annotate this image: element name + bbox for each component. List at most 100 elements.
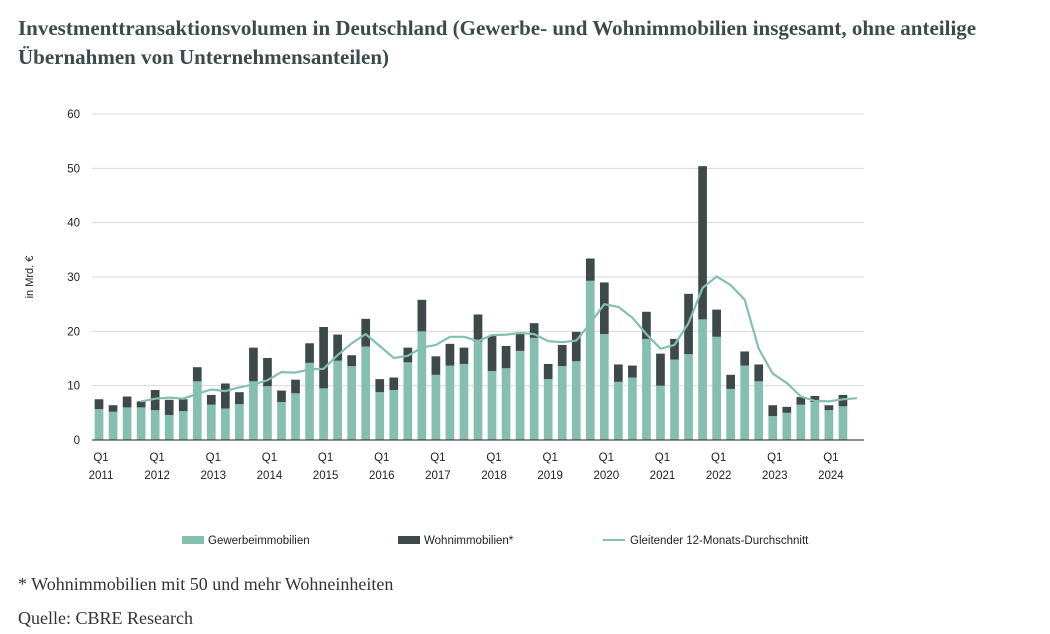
bar-gewerbeimmobilien	[178, 411, 188, 440]
x-tick-year: 2021	[650, 470, 676, 482]
x-tick-year: 2012	[144, 470, 170, 482]
moving-average-line	[140, 275, 858, 403]
bar-gewerbeimmobilien	[333, 360, 342, 440]
legend-label-moving-average: Gleitender 12-Monats-Durchschnitt	[630, 535, 809, 547]
bar-gewerbeimmobilien	[670, 359, 679, 440]
bar-wohnimmobilien	[249, 347, 258, 382]
y-tick-label: 10	[67, 381, 80, 393]
legend-label-wohnimmobilien: Wohnimmobilien*	[424, 535, 514, 547]
bar-gewerbeimmobilien	[614, 381, 623, 440]
bar-gewerbeimmobilien	[515, 350, 525, 440]
x-tick-quarter: Q1	[486, 452, 501, 464]
bar-wohnimmobilien	[431, 356, 441, 375]
legend: Gewerbeimmobilien Wohnimmobilien* Gleite…	[182, 535, 809, 547]
bar-gewerbeimmobilien	[249, 381, 258, 440]
x-tick-year: 2015	[313, 470, 339, 482]
bar-gewerbeimmobilien	[263, 386, 272, 440]
x-tick-year: 2022	[706, 470, 732, 482]
bars	[94, 166, 848, 440]
bar-gewerbeimmobilien	[319, 388, 328, 440]
x-tick-quarter: Q1	[93, 452, 108, 464]
bar-wohnimmobilien	[375, 379, 385, 393]
bar-gewerbeimmobilien	[501, 368, 511, 440]
x-tick-quarter: Q1	[823, 452, 838, 464]
bar-wohnimmobilien	[108, 405, 118, 412]
x-axis-ticks: Q1 2011 Q1 2012 Q1 2013 Q1 2014 Q1 2015 Q1 2016 Q1 20…	[89, 452, 845, 482]
bar-wohnimmobilien	[459, 347, 469, 364]
bar-gewerbeimmobilien	[599, 334, 609, 440]
bar-gewerbeimmobilien	[305, 362, 314, 440]
bar-gewerbeimmobilien	[108, 411, 118, 440]
bar-wohnimmobilien	[501, 346, 511, 369]
legend-label-gewerbeimmobilien: Gewerbeimmobilien	[208, 535, 310, 547]
bar-gewerbeimmobilien	[235, 404, 244, 440]
bar-gewerbeimmobilien	[164, 415, 174, 440]
y-axis-label: in Mrd. €	[24, 256, 36, 299]
bar-gewerbeimmobilien	[838, 406, 848, 440]
bar-wohnimmobilien	[585, 258, 595, 281]
bar-gewerbeimmobilien	[192, 381, 202, 440]
bar-gewerbeimmobilien	[431, 374, 441, 440]
bar-gewerbeimmobilien	[375, 392, 385, 440]
bar-wohnimmobilien	[712, 309, 721, 337]
bar-wohnimmobilien	[417, 299, 427, 332]
bar-gewerbeimmobilien	[557, 366, 567, 440]
bar-wohnimmobilien	[192, 367, 202, 382]
bar-gewerbeimmobilien	[220, 408, 230, 440]
bar-wohnimmobilien	[656, 353, 665, 386]
bar-gewerbeimmobilien	[473, 341, 483, 440]
bar-wohnimmobilien	[796, 397, 806, 405]
bar-gewerbeimmobilien	[824, 410, 834, 440]
bar-gewerbeimmobilien	[754, 381, 764, 440]
x-tick-year: 2013	[201, 470, 227, 482]
bar-gewerbeimmobilien	[712, 336, 721, 440]
bar-gewerbeimmobilien	[796, 404, 806, 440]
bar-gewerbeimmobilien	[628, 377, 637, 440]
bar-wohnimmobilien	[347, 355, 357, 367]
bar-wohnimmobilien	[277, 390, 286, 402]
x-tick-year: 2016	[369, 470, 395, 482]
bar-gewerbeimmobilien	[291, 393, 300, 440]
bar-gewerbeimmobilien	[782, 412, 792, 440]
bar-gewerbeimmobilien	[403, 362, 413, 440]
bar-wohnimmobilien	[361, 318, 371, 347]
legend-swatch-wohnimmobilien	[398, 536, 420, 544]
bar-gewerbeimmobilien	[94, 409, 104, 440]
bar-wohnimmobilien	[754, 364, 764, 382]
y-tick-label: 20	[67, 326, 80, 338]
bar-wohnimmobilien	[445, 343, 455, 366]
bar-wohnimmobilien	[94, 399, 104, 410]
x-tick-quarter: Q1	[318, 452, 333, 464]
x-tick-year: 2017	[425, 470, 451, 482]
bar-wohnimmobilien	[810, 395, 820, 402]
bar-gewerbeimmobilien	[459, 363, 469, 440]
x-tick-quarter: Q1	[374, 452, 389, 464]
x-tick-quarter: Q1	[599, 452, 614, 464]
bar-wohnimmobilien	[178, 399, 188, 412]
bar-wohnimmobilien	[782, 406, 792, 413]
y-tick-label: 0	[74, 435, 80, 447]
bar-wohnimmobilien	[557, 344, 567, 367]
x-tick-year: 2024	[818, 470, 844, 482]
bar-gewerbeimmobilien	[529, 337, 539, 440]
x-tick-quarter: Q1	[149, 452, 164, 464]
x-tick-quarter: Q1	[206, 452, 221, 464]
y-tick-label: 30	[67, 272, 80, 284]
bar-wohnimmobilien	[698, 166, 707, 320]
bar-wohnimmobilien	[150, 390, 160, 411]
bar-gewerbeimmobilien	[445, 365, 455, 440]
y-tick-label: 60	[67, 109, 80, 121]
x-tick-quarter: Q1	[767, 452, 782, 464]
bar-gewerbeimmobilien	[487, 370, 497, 440]
bar-gewerbeimmobilien	[361, 346, 371, 440]
bar-gewerbeimmobilien	[768, 416, 778, 440]
bar-gewerbeimmobilien	[698, 319, 707, 440]
bar-wohnimmobilien	[740, 351, 750, 366]
bar-gewerbeimmobilien	[277, 401, 286, 440]
bar-gewerbeimmobilien	[684, 354, 693, 440]
bar-wohnimmobilien	[614, 364, 623, 382]
x-tick-year: 2019	[537, 470, 563, 482]
x-tick-year: 2023	[762, 470, 788, 482]
bar-gewerbeimmobilien	[136, 407, 146, 440]
bar-wohnimmobilien	[670, 338, 679, 360]
